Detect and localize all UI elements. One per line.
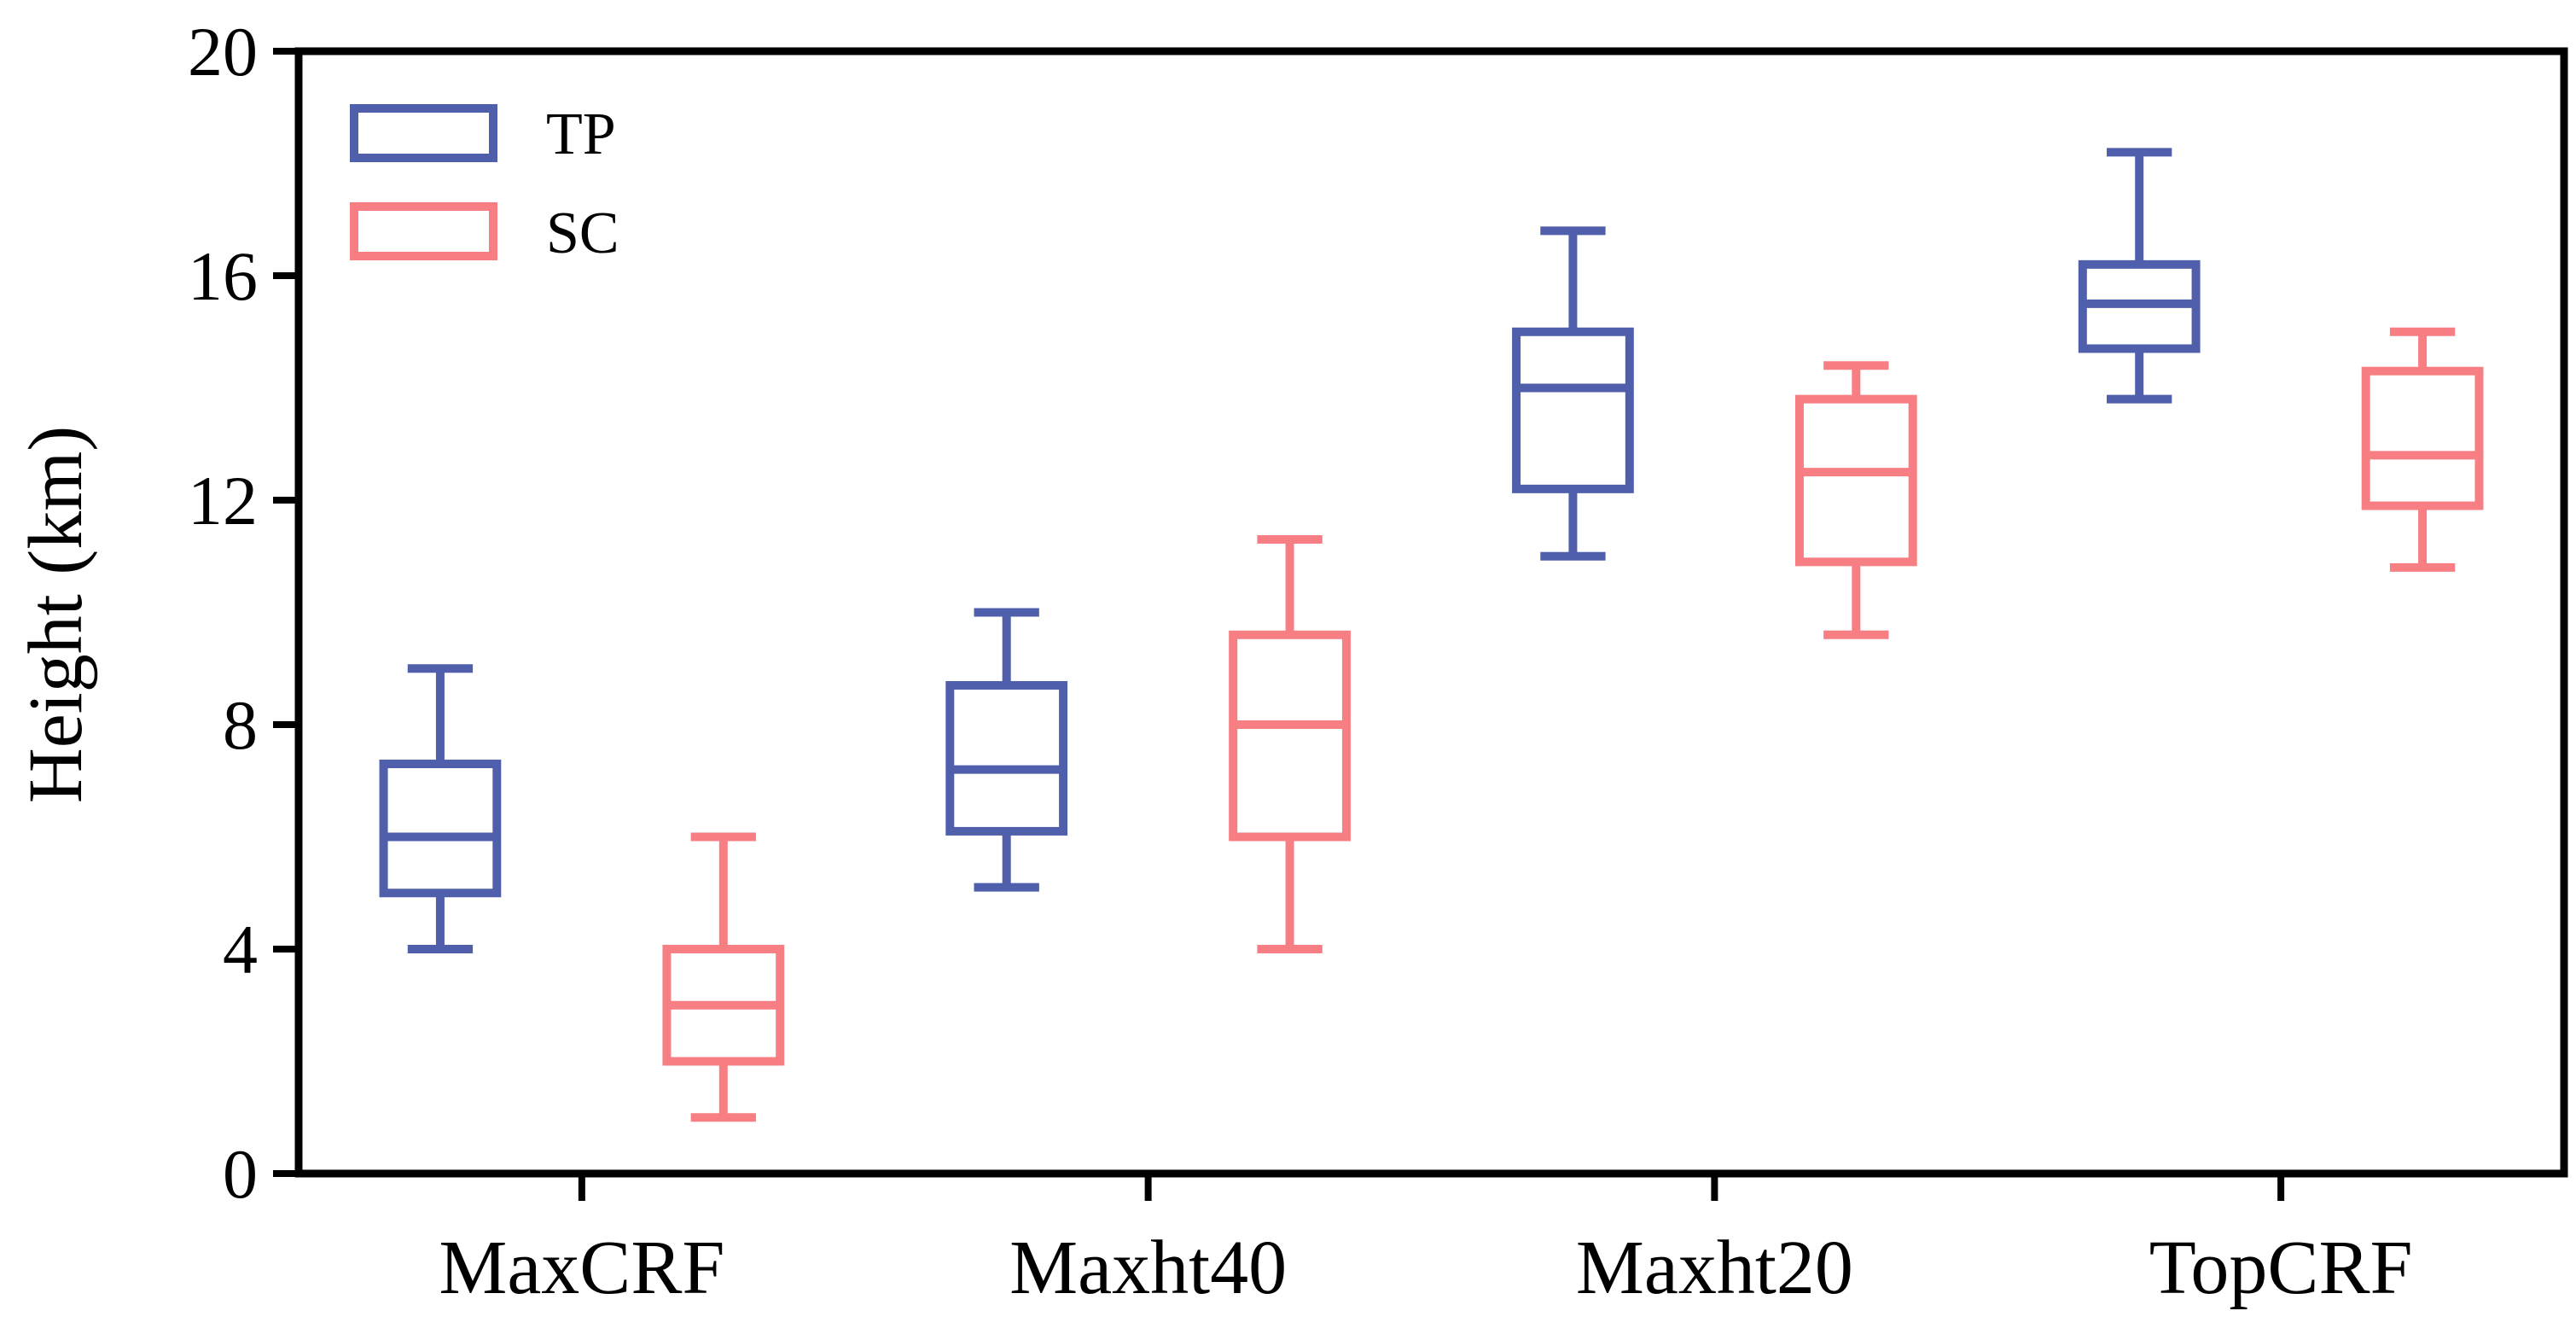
y-tick-label: 16: [188, 237, 258, 315]
box-tp-maxcrf: [379, 664, 502, 953]
box-series: [379, 148, 2484, 1122]
plot-frame: [294, 47, 2568, 1178]
x-tick-label: Maxht20: [1576, 1226, 1853, 1310]
iqr-box: [1794, 394, 1917, 567]
box-sc-maxht20: [1794, 361, 1917, 639]
y-axis-ticks: 0 4 8 12 16 20: [188, 13, 299, 1213]
legend-swatch-tp: [350, 104, 497, 162]
y-axis-label-group: Height (km): [14, 426, 98, 803]
x-tick-label: MaxCRF: [439, 1226, 724, 1310]
iqr-box: [2361, 366, 2484, 510]
x-axis-ticks: MaxCRF Maxht40 Maxht20 TopCRF: [439, 1174, 2413, 1310]
iqr-box: [1512, 327, 1634, 493]
box-tp-topcrf: [2078, 148, 2201, 404]
y-axis-label: Height (km): [14, 426, 98, 803]
y-tick-label: 8: [223, 686, 258, 764]
box-sc-maxht40: [1229, 535, 1351, 953]
y-tick-label: 0: [223, 1135, 258, 1213]
legend-label-sc: SC: [546, 201, 619, 266]
legend: TP SC: [350, 102, 619, 266]
box-tp-maxht20: [1512, 226, 1634, 561]
x-tick-label: TopCRF: [2149, 1226, 2413, 1310]
legend-label-tp: TP: [546, 102, 616, 167]
iqr-box: [1229, 630, 1351, 842]
iqr-box: [945, 680, 1068, 836]
y-tick-label: 20: [188, 13, 258, 90]
y-tick-label: 4: [223, 911, 258, 988]
iqr-box: [379, 760, 502, 898]
x-tick-label: Maxht40: [1009, 1226, 1287, 1310]
box-tp-maxht40: [945, 608, 1068, 892]
legend-swatch-sc: [350, 202, 497, 260]
y-tick-label: 12: [188, 462, 258, 539]
box-sc-maxcrf: [662, 832, 785, 1122]
box-sc-topcrf: [2361, 327, 2484, 572]
